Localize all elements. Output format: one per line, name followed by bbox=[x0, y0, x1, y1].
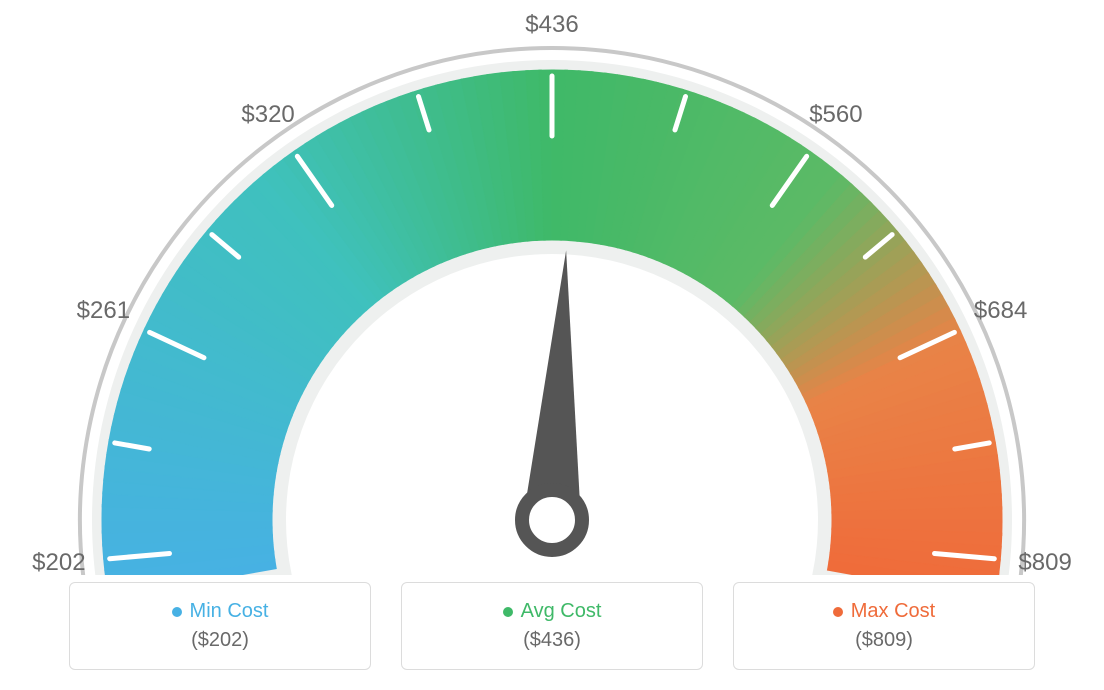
dot-icon bbox=[172, 607, 182, 617]
legend-card-min: Min Cost ($202) bbox=[69, 582, 371, 670]
dot-icon bbox=[833, 607, 843, 617]
legend-row: Min Cost ($202) Avg Cost ($436) Max Cost… bbox=[0, 582, 1104, 670]
gauge-tick-label: $202 bbox=[32, 549, 85, 577]
gauge-tick-label: $809 bbox=[1018, 549, 1071, 577]
legend-card-max: Max Cost ($809) bbox=[733, 582, 1035, 670]
legend-label: Min Cost bbox=[190, 600, 269, 623]
legend-value: ($202) bbox=[191, 629, 249, 652]
legend-value: ($436) bbox=[523, 629, 581, 652]
legend-card-avg: Avg Cost ($436) bbox=[401, 582, 703, 670]
dot-icon bbox=[503, 607, 513, 617]
gauge-tick-label: $684 bbox=[974, 297, 1027, 325]
cost-gauge-chart: $202 $261 $320 $436 $560 $684 $809 Min Cost ($… bbox=[0, 0, 1104, 690]
gauge-tick-label: $320 bbox=[241, 101, 294, 129]
gauge-tick-label: $560 bbox=[809, 101, 862, 129]
legend-label: Max Cost bbox=[851, 600, 935, 623]
gauge-tick-label: $261 bbox=[77, 297, 130, 325]
legend-label: Avg Cost bbox=[521, 600, 602, 623]
legend-value: ($809) bbox=[855, 629, 913, 652]
gauge-tick-label: $436 bbox=[525, 11, 578, 39]
gauge-svg bbox=[0, 0, 1104, 575]
